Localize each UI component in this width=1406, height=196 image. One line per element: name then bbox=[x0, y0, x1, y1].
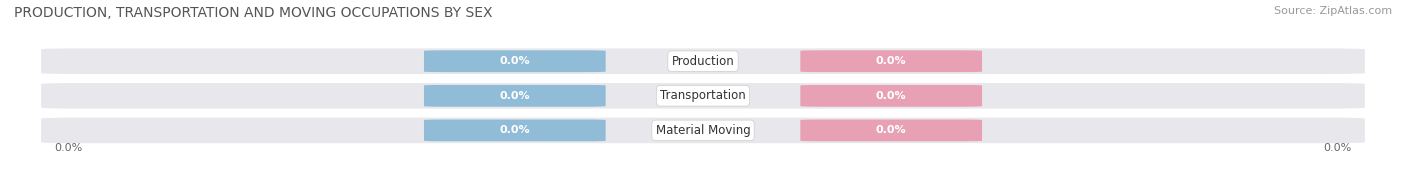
Text: 0.0%: 0.0% bbox=[876, 91, 907, 101]
FancyBboxPatch shape bbox=[800, 50, 981, 72]
Text: Material Moving: Material Moving bbox=[655, 124, 751, 137]
FancyBboxPatch shape bbox=[800, 85, 981, 107]
FancyBboxPatch shape bbox=[41, 83, 1365, 109]
Text: 0.0%: 0.0% bbox=[876, 125, 907, 135]
Text: 0.0%: 0.0% bbox=[499, 56, 530, 66]
FancyBboxPatch shape bbox=[41, 118, 1365, 143]
Text: Source: ZipAtlas.com: Source: ZipAtlas.com bbox=[1274, 6, 1392, 16]
Text: 0.0%: 0.0% bbox=[876, 56, 907, 66]
FancyBboxPatch shape bbox=[800, 120, 981, 141]
FancyBboxPatch shape bbox=[425, 50, 606, 72]
Text: PRODUCTION, TRANSPORTATION AND MOVING OCCUPATIONS BY SEX: PRODUCTION, TRANSPORTATION AND MOVING OC… bbox=[14, 6, 492, 20]
Text: 0.0%: 0.0% bbox=[499, 125, 530, 135]
FancyBboxPatch shape bbox=[425, 85, 606, 107]
FancyBboxPatch shape bbox=[41, 48, 1365, 74]
Text: Transportation: Transportation bbox=[661, 89, 745, 102]
Text: Production: Production bbox=[672, 55, 734, 68]
Text: 0.0%: 0.0% bbox=[53, 143, 83, 153]
Text: 0.0%: 0.0% bbox=[1323, 143, 1353, 153]
Text: 0.0%: 0.0% bbox=[499, 91, 530, 101]
FancyBboxPatch shape bbox=[425, 120, 606, 141]
